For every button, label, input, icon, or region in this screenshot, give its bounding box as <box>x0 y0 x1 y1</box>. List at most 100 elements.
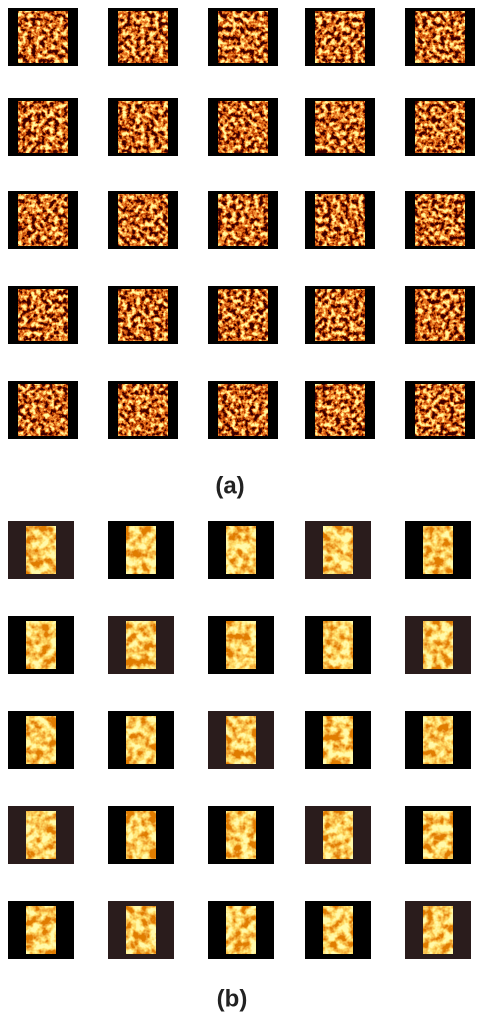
heatmap <box>218 11 268 63</box>
heatmap <box>218 101 268 153</box>
thumbnail <box>208 901 274 959</box>
thumbnail <box>8 711 74 769</box>
page: (a) (b) (() => { const data = JSON.parse… <box>0 0 478 1028</box>
thumbnail <box>305 521 371 579</box>
heatmap <box>323 906 353 954</box>
heatmap <box>18 384 68 436</box>
heatmap <box>126 621 156 669</box>
thumbnail <box>305 616 371 674</box>
thumbnail <box>8 381 78 439</box>
thumbnail <box>8 98 78 156</box>
heatmap <box>126 526 156 574</box>
thumbnail <box>208 711 274 769</box>
thumbnail <box>208 191 278 249</box>
figure: (a) (b) <box>0 0 478 1028</box>
heatmap <box>18 289 68 341</box>
heatmap <box>218 384 268 436</box>
heatmap <box>18 11 68 63</box>
thumbnail <box>8 521 74 579</box>
heatmap <box>315 289 365 341</box>
thumbnail <box>405 8 475 66</box>
thumbnail <box>208 521 274 579</box>
heatmap <box>315 194 365 246</box>
heatmap <box>315 384 365 436</box>
panel-a <box>8 8 475 439</box>
heatmap <box>423 526 453 574</box>
panel-label: (a) <box>215 472 244 499</box>
thumbnail <box>208 616 274 674</box>
heatmap <box>415 384 465 436</box>
thumbnail <box>305 8 375 66</box>
heatmap <box>423 621 453 669</box>
thumbnail <box>208 381 278 439</box>
thumbnail <box>208 98 278 156</box>
panel-b <box>8 521 471 959</box>
thumbnail <box>305 381 375 439</box>
thumbnail <box>305 98 375 156</box>
thumbnail <box>8 191 78 249</box>
thumbnail <box>305 286 375 344</box>
thumbnail <box>405 806 471 864</box>
heatmap <box>415 11 465 63</box>
thumbnail <box>108 711 174 769</box>
thumbnail <box>405 901 471 959</box>
heatmap <box>423 811 453 859</box>
heatmap <box>415 289 465 341</box>
heatmap <box>126 716 156 764</box>
heatmap <box>226 621 256 669</box>
thumbnail <box>8 8 78 66</box>
thumbnail <box>108 191 178 249</box>
heatmap <box>18 101 68 153</box>
heatmap <box>218 194 268 246</box>
heatmap <box>423 716 453 764</box>
thumbnail <box>405 191 475 249</box>
thumbnail <box>108 286 178 344</box>
thumbnail <box>208 806 274 864</box>
thumbnail <box>208 286 278 344</box>
heatmap <box>118 101 168 153</box>
thumbnail <box>405 711 471 769</box>
heatmap <box>315 11 365 63</box>
panel-label: (b) <box>217 985 248 1012</box>
heatmap <box>226 906 256 954</box>
thumbnail <box>405 381 475 439</box>
heatmap <box>118 289 168 341</box>
heatmap <box>226 716 256 764</box>
heatmap <box>26 716 56 764</box>
heatmap <box>126 811 156 859</box>
heatmap <box>315 101 365 153</box>
thumbnail <box>108 98 178 156</box>
heatmap <box>26 906 56 954</box>
thumbnail <box>305 191 375 249</box>
heatmap <box>323 526 353 574</box>
thumbnail <box>108 8 178 66</box>
heatmap <box>323 621 353 669</box>
heatmap <box>18 194 68 246</box>
heatmap <box>126 906 156 954</box>
thumbnail <box>305 806 371 864</box>
thumbnail <box>208 8 278 66</box>
heatmap <box>118 11 168 63</box>
heatmap <box>118 384 168 436</box>
thumbnail <box>8 286 78 344</box>
thumbnail <box>108 616 174 674</box>
heatmap <box>26 621 56 669</box>
thumbnail <box>305 711 371 769</box>
thumbnail <box>405 98 475 156</box>
thumbnail <box>305 901 371 959</box>
heatmap <box>26 811 56 859</box>
thumbnail <box>108 901 174 959</box>
heatmap <box>26 526 56 574</box>
thumbnail <box>8 616 74 674</box>
thumbnail <box>108 381 178 439</box>
thumbnail <box>405 616 471 674</box>
thumbnail <box>108 806 174 864</box>
thumbnail <box>8 901 74 959</box>
heatmap <box>118 194 168 246</box>
thumbnail <box>108 521 174 579</box>
thumbnail <box>405 521 471 579</box>
thumbnail <box>405 286 475 344</box>
heatmap <box>415 101 465 153</box>
thumbnail <box>8 806 74 864</box>
heatmap <box>218 289 268 341</box>
